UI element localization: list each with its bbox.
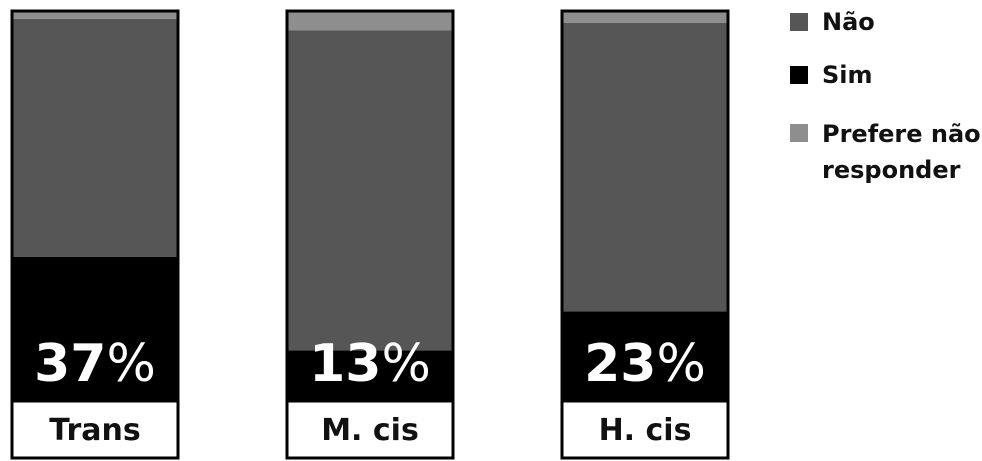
bar-2: M. cis 13% [285,9,455,460]
category-label-box [562,401,728,458]
legend-item-3: Prefere não responder [790,120,981,184]
legend-item-1: Não [790,8,875,36]
segment-sim-1 [12,256,178,401]
segment-prefere-1 [12,11,178,19]
legend-item-2: Sim [790,61,873,89]
legend-label: Não [822,8,875,36]
legend-swatch [790,66,808,84]
segment-prefere-3 [562,11,728,23]
segment-nao-2 [287,30,453,351]
bars-group: Trans 37% M. cis 13% H. cis 23% [10,9,730,460]
legend: Não Sim Prefere não responder [790,8,981,184]
segment-prefere-2 [287,11,453,31]
bar-outline [285,9,455,460]
legend-label-line-2: responder [822,156,961,184]
bar-outline [560,9,730,460]
percent-data-label: 13% [309,334,431,394]
category-label-box [287,401,453,458]
legend-swatch [790,124,808,142]
category-label: H. cis [599,413,692,448]
segment-nao-1 [12,18,178,257]
legend-swatch [790,13,808,31]
bar-outline [10,9,180,460]
percent-data-label: 23% [584,334,706,394]
percent-symbol: % [381,334,430,394]
percent-data-label: 37% [34,334,156,394]
bar-1: Trans 37% [10,9,180,460]
legend-label-line-1: Prefere não [822,120,981,148]
bar-3: H. cis 23% [560,9,730,460]
segment-nao-3 [562,22,728,312]
segment-sim-2 [287,350,453,401]
category-label: M. cis [321,413,419,448]
legend-label: Sim [822,61,873,89]
percent-value: 23 [584,334,656,394]
percent-symbol: % [106,334,155,394]
percent-value: 37 [34,334,106,394]
category-label-box [12,401,178,458]
segment-sim-3 [562,311,728,401]
category-label: Trans [49,413,140,448]
percent-value: 13 [309,334,381,394]
percent-symbol: % [656,334,705,394]
